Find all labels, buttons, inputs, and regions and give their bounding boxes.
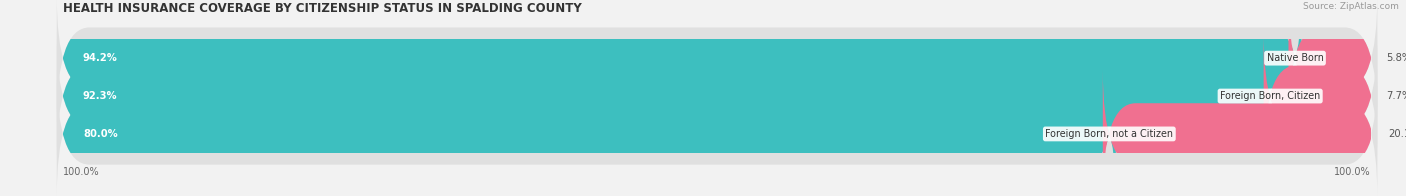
Text: 100.0%: 100.0%	[63, 167, 100, 177]
FancyBboxPatch shape	[1288, 0, 1378, 122]
FancyBboxPatch shape	[56, 32, 1378, 160]
Text: 100.0%: 100.0%	[1334, 167, 1371, 177]
Text: 20.1%: 20.1%	[1388, 129, 1406, 139]
FancyBboxPatch shape	[56, 70, 1116, 196]
Text: 5.8%: 5.8%	[1386, 53, 1406, 63]
FancyBboxPatch shape	[1102, 70, 1379, 196]
FancyBboxPatch shape	[56, 32, 1277, 160]
FancyBboxPatch shape	[56, 0, 1302, 122]
Text: 80.0%: 80.0%	[83, 129, 118, 139]
FancyBboxPatch shape	[1264, 32, 1378, 160]
Text: 92.3%: 92.3%	[83, 91, 118, 101]
Text: 94.2%: 94.2%	[83, 53, 118, 63]
Text: Source: ZipAtlas.com: Source: ZipAtlas.com	[1303, 2, 1399, 11]
FancyBboxPatch shape	[56, 70, 1378, 196]
Legend: With Coverage, Without Coverage: With Coverage, Without Coverage	[609, 192, 825, 196]
Text: Foreign Born, Citizen: Foreign Born, Citizen	[1220, 91, 1320, 101]
Text: Native Born: Native Born	[1267, 53, 1323, 63]
FancyBboxPatch shape	[56, 0, 1378, 122]
Text: 7.7%: 7.7%	[1386, 91, 1406, 101]
Text: Foreign Born, not a Citizen: Foreign Born, not a Citizen	[1045, 129, 1174, 139]
Text: HEALTH INSURANCE COVERAGE BY CITIZENSHIP STATUS IN SPALDING COUNTY: HEALTH INSURANCE COVERAGE BY CITIZENSHIP…	[63, 2, 582, 15]
